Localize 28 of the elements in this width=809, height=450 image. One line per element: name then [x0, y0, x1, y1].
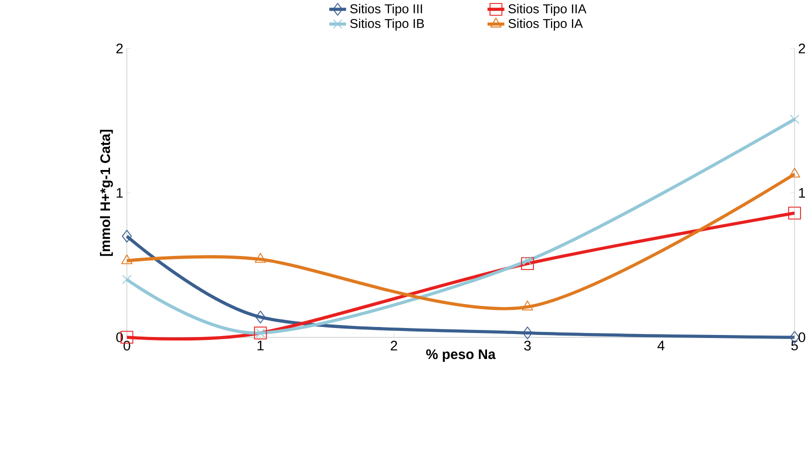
- x-tick-label: 3: [524, 340, 531, 351]
- point: [788, 168, 800, 178]
- point: [788, 206, 801, 220]
- point: [256, 310, 266, 324]
- point: [522, 326, 532, 340]
- x-tick-label: 1: [258, 340, 264, 350]
- point: [254, 252, 266, 263]
- y2-tick-label: 1: [799, 188, 806, 198]
- y-tick-label: 1: [116, 188, 123, 198]
- point: [121, 254, 132, 264]
- legend-label: Sitios Tipo III: [350, 4, 422, 16]
- y-axis-title: [mmol H+*g-1 Cata]: [100, 130, 113, 256]
- x-tick-label: 0: [124, 340, 130, 351]
- x-tick-label: 2: [390, 340, 398, 350]
- y2-tick-label: 0: [798, 332, 806, 342]
- x-tick-label: 4: [658, 340, 664, 350]
- point: [521, 257, 534, 270]
- y-tick-label: 2: [116, 44, 123, 54]
- point: [790, 114, 800, 124]
- point: [122, 230, 132, 243]
- legend-label: Sitios Tipo IB: [350, 18, 424, 31]
- point: [522, 256, 532, 266]
- x-axis-title: % peso Na: [426, 349, 496, 362]
- y2-tick-label: 2: [798, 44, 806, 54]
- point: [122, 274, 132, 284]
- point: [522, 300, 534, 310]
- legend-label: Sitios Tipo IIA: [508, 4, 586, 16]
- legend-label: Sitios Tipo IA: [508, 18, 583, 31]
